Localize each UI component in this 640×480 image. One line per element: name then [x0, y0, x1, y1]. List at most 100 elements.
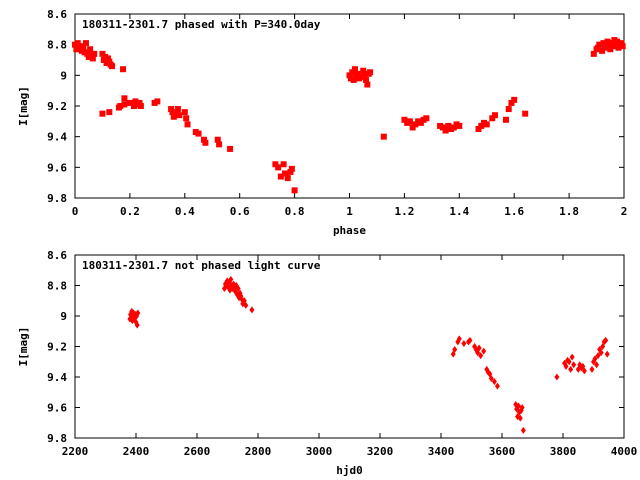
data-point — [91, 50, 98, 57]
x-tick-label: 2400 — [123, 445, 150, 458]
data-point — [603, 336, 609, 344]
data-point — [249, 306, 255, 314]
data-point — [596, 41, 603, 48]
data-point — [367, 69, 374, 76]
data-point — [349, 69, 356, 76]
data-point — [277, 173, 284, 180]
data-point — [589, 365, 595, 373]
data-point — [281, 170, 288, 177]
y-tick-label: 8.6 — [47, 8, 67, 21]
data-point — [569, 353, 575, 361]
data-point — [483, 121, 490, 128]
data-point — [184, 121, 191, 128]
phased-light-curve-panel: 0 0.2 0.4 0.6 0.8 1 1.2 1.4 1.6 1.8 2 8.6 8.8 9 9.2 9.4… — [17, 8, 627, 237]
data-point — [89, 55, 96, 62]
data-point — [169, 109, 176, 116]
data-point — [80, 44, 87, 51]
x-axis-label: phase — [333, 224, 366, 237]
data-point — [137, 103, 144, 109]
data-point — [174, 106, 181, 113]
data-point — [478, 122, 485, 129]
data-point — [445, 122, 452, 129]
data-point — [134, 321, 140, 329]
y-tick-label: 9.2 — [47, 100, 67, 113]
data-point — [228, 275, 234, 283]
data-point — [519, 404, 525, 411]
data-point — [195, 130, 202, 137]
y-tick-label: 9.6 — [47, 161, 67, 174]
y-tick-label: 9 — [60, 69, 67, 82]
x-axis-label: hjd0 — [336, 464, 363, 477]
data-point — [595, 352, 601, 360]
plot-frame — [74, 254, 625, 439]
data-point — [598, 349, 604, 357]
data-point — [87, 46, 94, 53]
y-tick-label: 9.8 — [47, 432, 67, 445]
data-point — [99, 110, 106, 117]
x-tick-label: 4000 — [611, 445, 638, 458]
data-point — [478, 352, 484, 360]
data-point — [571, 361, 577, 369]
data-point — [361, 72, 368, 79]
data-point — [168, 106, 175, 113]
x-tick-label: 2200 — [62, 445, 89, 458]
data-point — [201, 136, 208, 143]
data-point — [216, 141, 223, 148]
x-tick-label: 3400 — [428, 445, 455, 458]
data-point — [488, 375, 494, 383]
data-point — [350, 76, 357, 83]
data-point — [618, 40, 625, 47]
data-point — [235, 285, 241, 293]
data-point — [99, 50, 106, 57]
data-point — [608, 40, 615, 47]
data-point — [360, 67, 367, 74]
data-point — [607, 46, 614, 53]
data-point — [581, 367, 587, 375]
data-point — [132, 98, 139, 105]
data-point — [272, 161, 279, 168]
data-point — [417, 119, 424, 126]
x-tick-label: 0.2 — [120, 205, 140, 218]
x-tick-label: 3000 — [306, 445, 333, 458]
y-tick-label: 9.4 — [47, 131, 67, 144]
data-point — [74, 40, 81, 47]
data-point — [592, 355, 598, 363]
y-tick-label: 9.2 — [47, 341, 67, 354]
data-point — [515, 402, 521, 410]
data-point — [176, 112, 183, 119]
data-point — [401, 116, 408, 123]
data-point — [409, 124, 416, 131]
data-point — [135, 309, 141, 317]
data-point — [82, 40, 89, 47]
data-point — [614, 38, 621, 45]
data-point — [154, 98, 161, 105]
data-point — [612, 41, 619, 48]
data-point — [599, 47, 606, 54]
data-point — [594, 44, 601, 51]
y-tick-label: 8.8 — [47, 39, 67, 52]
x-tick-label: 1.8 — [559, 205, 579, 218]
data-point — [362, 76, 369, 83]
x-tick-label: 1.6 — [504, 205, 524, 218]
data-point — [489, 115, 496, 122]
data-point — [291, 187, 298, 194]
data-point — [280, 161, 287, 168]
data-point — [380, 133, 387, 140]
y-tick-label: 9.6 — [47, 402, 67, 415]
data-point — [288, 165, 295, 172]
data-point — [502, 116, 509, 123]
data-point — [117, 103, 124, 109]
data-point — [554, 373, 560, 381]
data-point — [517, 414, 523, 422]
y-axis-label: I[mag] — [17, 327, 30, 367]
x-tick-label: 2600 — [184, 445, 211, 458]
x-tick-label: 1 — [346, 205, 353, 218]
data-point — [511, 96, 518, 103]
data-point — [476, 344, 482, 352]
data-point — [456, 335, 462, 343]
data-point — [491, 378, 497, 386]
y-tick-label: 8.6 — [47, 249, 67, 262]
chart-title: 180311-2301.7 not phased light curve — [82, 259, 321, 272]
x-tick-label: 0.8 — [285, 205, 305, 218]
